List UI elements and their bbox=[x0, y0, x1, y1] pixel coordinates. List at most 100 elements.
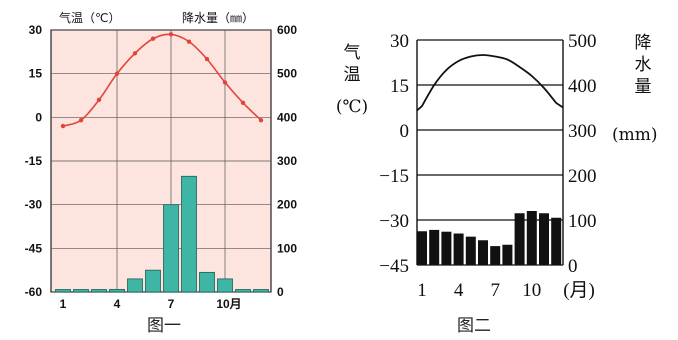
chart1-precip-bar bbox=[91, 289, 107, 293]
chart1-temp-tick: 30 bbox=[29, 23, 43, 37]
chart2-temp-tick: −30 bbox=[379, 211, 409, 232]
chart1-precip-bar bbox=[55, 289, 71, 293]
chart1-temp-axis-title: 气温（℃） bbox=[59, 10, 120, 25]
chart2-precip-bar bbox=[514, 213, 525, 265]
chart2-temp-tick: −15 bbox=[379, 166, 409, 187]
chart2-precip-bar bbox=[417, 231, 427, 265]
chart1-precip-tick-labels: 600 500 400 300 200 100 0 bbox=[277, 23, 297, 299]
chart2-temp-tick: 0 bbox=[400, 121, 410, 142]
chart2-precip-title-char: 水 bbox=[635, 55, 652, 75]
chart2-precip-title-char: 降 bbox=[635, 33, 652, 53]
chart1-month-tick-labels: 1 4 7 10月 bbox=[60, 297, 242, 311]
chart1-temp-tick-labels: 30 15 0 -15 -30 -45 -60 bbox=[25, 23, 43, 299]
chart1-month-tick: 7 bbox=[168, 297, 175, 311]
chart1-precip-tick: 400 bbox=[277, 110, 297, 124]
chart1-caption: 图一 bbox=[147, 316, 181, 336]
chart1-temperature-line bbox=[62, 33, 262, 127]
chart1-precip-tick: 300 bbox=[277, 154, 297, 168]
chart2-month-tick: 10 bbox=[522, 280, 541, 301]
chart2-precip-tick: 400 bbox=[568, 76, 597, 97]
chart2-month-tick-labels: 1 4 7 10 (月) bbox=[417, 280, 595, 301]
chart1-precip-tick: 0 bbox=[277, 285, 284, 299]
chart1-temp-point bbox=[78, 118, 84, 123]
chart2-precip-title-char: 量 bbox=[635, 77, 652, 97]
chart1-temp-point bbox=[96, 97, 102, 103]
chart1-precip-tick: 500 bbox=[277, 67, 297, 81]
chart2-temp-axis-title: 气温 (℃) bbox=[336, 43, 368, 117]
chart2-month-tick: 4 bbox=[454, 280, 464, 301]
chart1-temp-point bbox=[186, 39, 192, 44]
chart2-temp-tick: 15 bbox=[390, 76, 409, 97]
chart1-precip-bar bbox=[127, 278, 143, 293]
chart1-precip-bar bbox=[163, 204, 179, 293]
chart1-precip-bars bbox=[55, 175, 269, 293]
chart2-precip-bar bbox=[429, 229, 440, 265]
chart1-temp-point bbox=[132, 51, 138, 56]
chart2-precip-tick: 300 bbox=[568, 121, 597, 142]
chart2-grid bbox=[416, 39, 564, 266]
chart1-precip-axis-title: 降水量（㎜） bbox=[182, 11, 254, 25]
chart2-temp-tick-labels: 30 15 0 −15 −30 −45 bbox=[379, 31, 409, 277]
chart1-month-tick: 4 bbox=[114, 297, 121, 311]
chart2-precip-bar bbox=[465, 236, 476, 265]
climate-chart-1: 30 15 0 -15 -30 -45 -60 600 500 400 300 200 100 0 1 4… bbox=[25, 10, 298, 336]
chart2-precip-tick: 500 bbox=[568, 31, 597, 52]
chart2-caption: 图二 bbox=[457, 316, 491, 336]
chart2-temp-tick: −45 bbox=[379, 256, 409, 277]
chart1-precip-tick: 600 bbox=[277, 23, 297, 37]
chart2-precip-tick-labels: 500 400 300 200 100 0 bbox=[568, 31, 597, 277]
chart2-month-tick: (月) bbox=[563, 280, 595, 301]
chart1-precip-bar bbox=[199, 271, 215, 293]
chart2-temp-tick: 30 bbox=[390, 31, 409, 52]
chart1-month-tick: 1 bbox=[60, 297, 67, 311]
chart1-temp-point bbox=[168, 32, 174, 37]
chart2-precip-bar bbox=[539, 213, 549, 265]
chart1-precip-bar bbox=[109, 288, 125, 293]
chart2-month-tick: 7 bbox=[490, 280, 500, 301]
chart2-precip-bar bbox=[490, 246, 501, 265]
chart2-temp-title-char: 温 bbox=[344, 65, 361, 85]
chart1-temp-point bbox=[204, 56, 210, 62]
chart1-precip-bar bbox=[181, 175, 197, 293]
climate-chart-2: 30 15 0 −15 −30 −45 500 400 300 200 100 0 1 4 7 10 (月)… bbox=[336, 31, 658, 336]
chart1-precip-tick: 100 bbox=[277, 241, 297, 255]
chart1-precip-bar bbox=[73, 289, 89, 293]
chart2-precip-unit: (mm) bbox=[612, 125, 658, 145]
chart1-temp-tick: -45 bbox=[25, 241, 43, 255]
chart2-precip-bar bbox=[453, 233, 464, 265]
chart1-month-tick: 10月 bbox=[216, 297, 241, 311]
chart1-precip-bar bbox=[217, 278, 233, 293]
chart2-plot-area bbox=[417, 40, 563, 270]
chart1-precip-bar bbox=[145, 269, 161, 293]
chart2-precip-bar bbox=[478, 240, 488, 265]
chart2-precip-bar bbox=[551, 217, 562, 265]
chart2-precip-tick: 200 bbox=[568, 166, 597, 187]
chart1-temperature-points bbox=[60, 32, 264, 129]
chart2-temp-title-char: (℃) bbox=[336, 97, 368, 117]
chart2-precip-axis-title: 降水量 bbox=[635, 33, 652, 97]
chart2-precip-tick: 100 bbox=[568, 211, 597, 232]
chart1-precip-tick: 200 bbox=[277, 198, 297, 212]
chart1-temp-tick: -15 bbox=[25, 154, 43, 168]
chart2-precip-bars bbox=[417, 211, 562, 265]
chart1-temp-point bbox=[222, 80, 228, 85]
chart2-month-tick: 1 bbox=[417, 280, 427, 301]
chart1-temp-tick: -60 bbox=[25, 285, 43, 299]
chart2-precip-bar bbox=[441, 231, 452, 265]
chart1-temp-tick: -30 bbox=[25, 198, 43, 212]
chart2-precip-bar bbox=[526, 211, 537, 265]
chart1-temp-tick: 15 bbox=[29, 67, 43, 81]
chart2-precip-bar bbox=[502, 244, 513, 265]
chart2-temperature-line bbox=[416, 54, 564, 112]
chart1-temp-tick: 0 bbox=[35, 110, 42, 124]
chart1-temp-point bbox=[150, 36, 156, 41]
chart1-precip-bar bbox=[235, 289, 251, 293]
chart1-temp-point bbox=[60, 123, 66, 129]
chart1-grid bbox=[51, 29, 271, 293]
chart1-precip-bar bbox=[253, 289, 269, 293]
chart1-temp-point bbox=[240, 100, 246, 105]
chart1-temp-point bbox=[114, 71, 120, 76]
chart2-precip-tick: 0 bbox=[568, 256, 578, 277]
chart1-temp-point bbox=[258, 118, 264, 123]
